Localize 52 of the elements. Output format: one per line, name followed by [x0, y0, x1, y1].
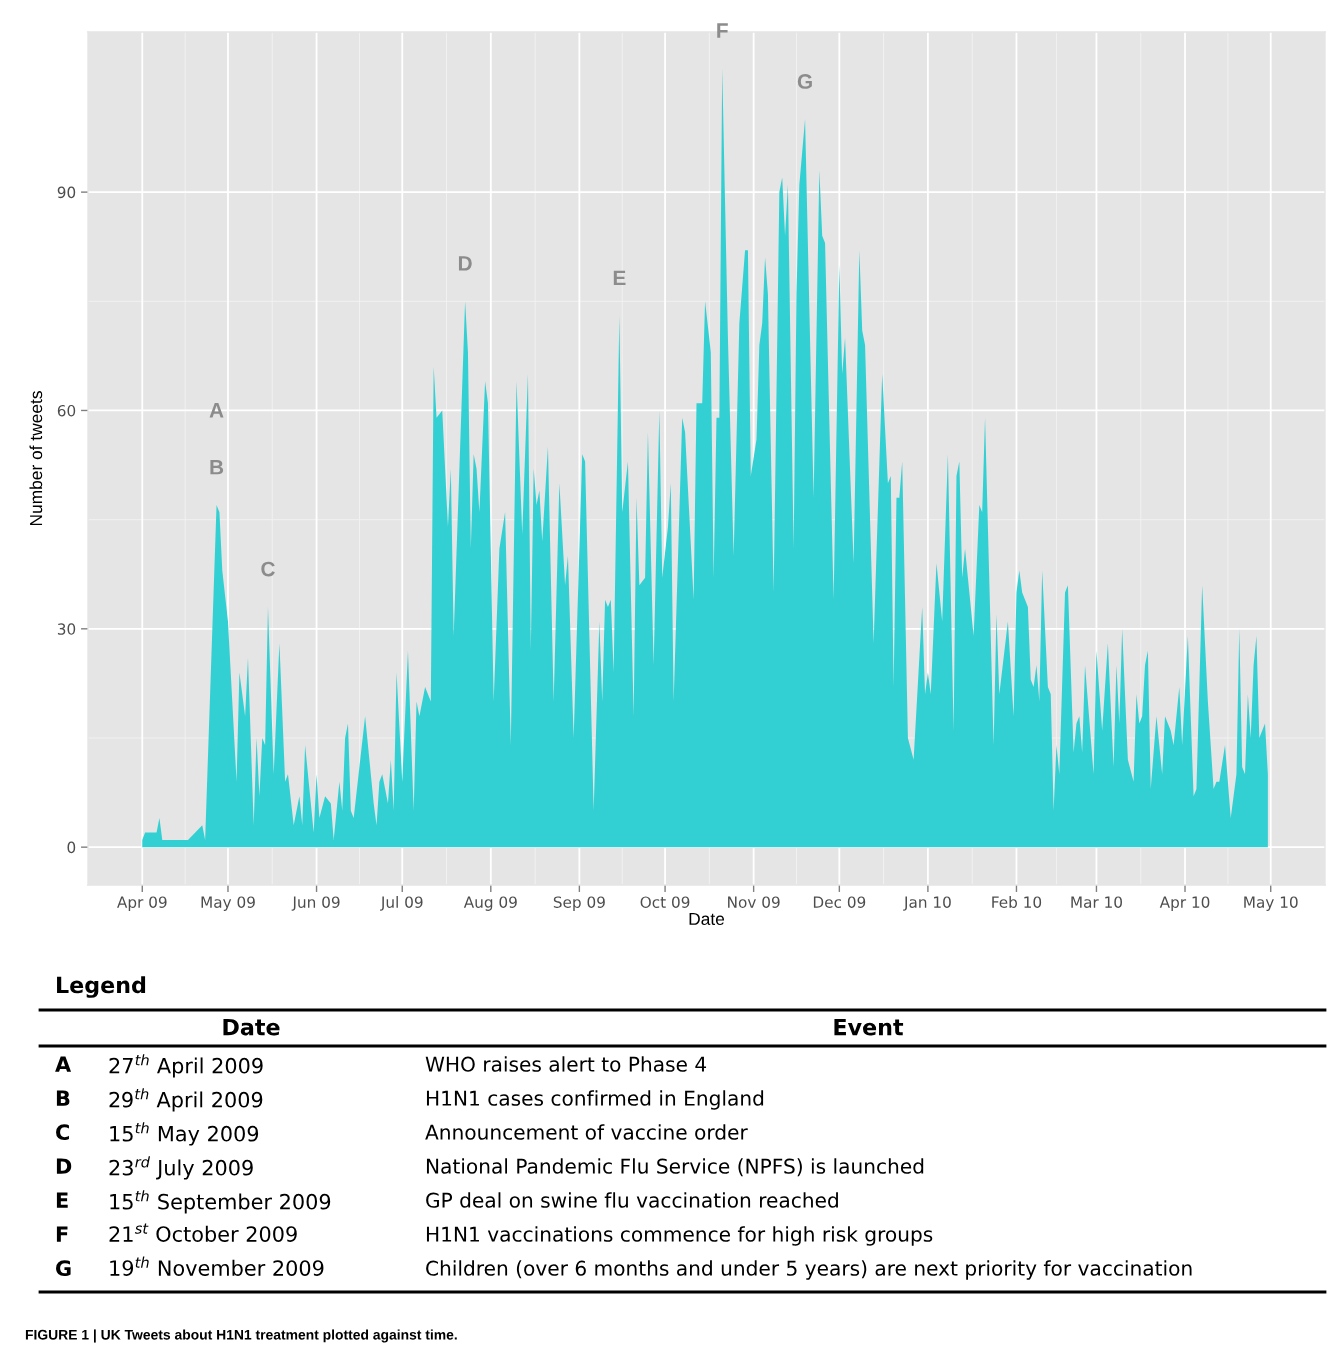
text: H1N1 vaccinations commence for high risk groups — [426, 1226, 933, 1246]
x-tick-label: May 10 — [1244, 896, 1298, 911]
annotation: E — [613, 270, 626, 286]
annotation: C — [261, 561, 275, 577]
x-tick-label: Apr 10 — [1159, 896, 1210, 911]
x-axis-title: Date — [689, 912, 725, 926]
caption: FIGURE 1 | UK Tweets about H1N1 treatment plotted against time. — [25, 1329, 457, 1343]
text: C — [56, 1124, 69, 1141]
text: E — [56, 1192, 68, 1208]
text: F — [56, 1226, 68, 1242]
x-tick-label: Oct 09 — [640, 896, 690, 908]
text: D — [56, 1158, 72, 1174]
text: G — [56, 1260, 71, 1277]
text: H1N1 cases confirmed in England — [426, 1090, 764, 1110]
y-tick-label: 60 — [57, 404, 76, 417]
y-tick-label: 30 — [57, 623, 76, 635]
annotation: G — [797, 74, 812, 89]
text: 15$^{th}$ May 2009 — [110, 1122, 259, 1146]
x-tick-label: Aug 09 — [463, 896, 517, 911]
x-tick-label: Jan 10 — [903, 896, 951, 911]
annotation: B — [210, 460, 224, 475]
x-tick-label: Jul 09 — [380, 896, 423, 911]
x-tick-label: Apr 09 — [117, 896, 167, 911]
text: 27$^{th}$ April 2009 — [109, 1054, 263, 1078]
annotation: F — [717, 23, 728, 38]
y-tick-label: 90 — [57, 186, 76, 199]
text: WHO raises alert to Phase 4 — [425, 1056, 707, 1072]
text: 23$^{rd}$ July 2009 — [109, 1156, 253, 1180]
text: Event — [834, 1018, 904, 1036]
text: 15$^{th}$ September 2009 — [110, 1190, 331, 1214]
text: GP deal on swine flu vaccination reached — [426, 1192, 838, 1208]
text: 21$^{st}$ October 2009 — [109, 1223, 297, 1242]
text: B — [56, 1090, 70, 1106]
text: Announcement of vaccine order — [425, 1124, 748, 1140]
x-tick-label: Sep 09 — [553, 896, 605, 911]
x-tick-label: Mar 10 — [1071, 896, 1122, 908]
annotation: A — [209, 403, 224, 418]
text: 29$^{th}$ April 2009 — [109, 1088, 263, 1112]
x-tick-label: Jun 09 — [291, 896, 340, 911]
x-tick-label: Feb 10 — [992, 896, 1042, 908]
text: National Pandemic Flu Service (NPFS) is launched — [426, 1158, 924, 1177]
y-tick-label: 0 — [67, 841, 76, 854]
annotation: D — [458, 256, 472, 271]
text: 19$^{th}$ November 2009 — [110, 1256, 324, 1276]
text: A — [55, 1056, 72, 1072]
x-tick-label: May 09 — [201, 896, 255, 911]
text: Legend — [57, 976, 146, 998]
x-tick-label: Nov 09 — [728, 896, 780, 908]
text: Date — [223, 1018, 280, 1036]
y-axis-title: Number of tweets — [29, 391, 43, 526]
x-tick-label: Dec 09 — [813, 896, 866, 908]
text: Children (over 6 months and under 5 years) are next priority for vaccination — [426, 1260, 1192, 1280]
